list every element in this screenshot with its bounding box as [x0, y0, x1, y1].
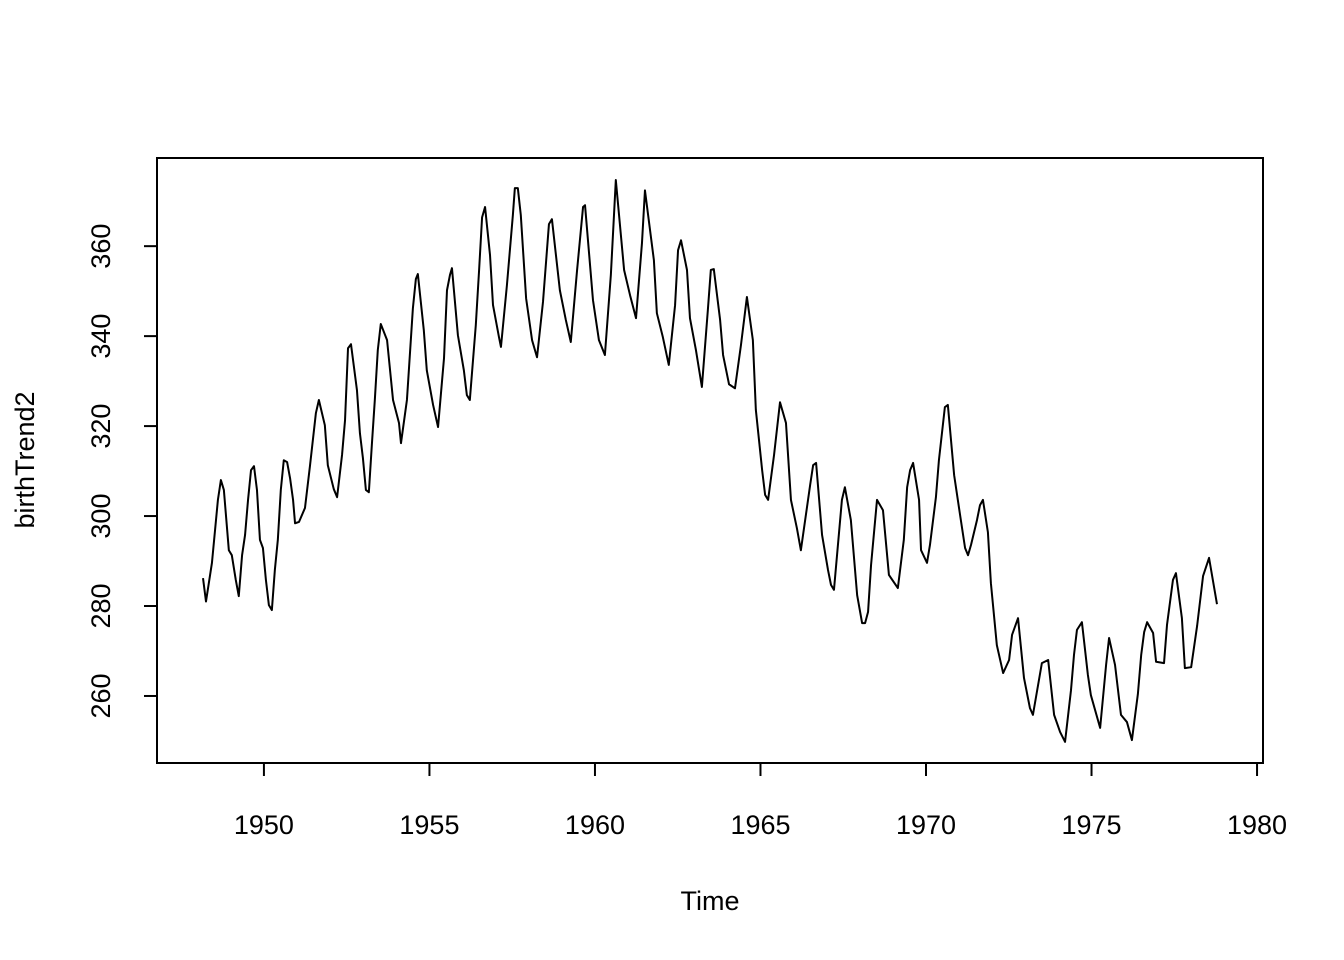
- x-axis-label: Time: [681, 886, 740, 916]
- x-tick-label: 1975: [1061, 810, 1121, 840]
- x-tick-label: 1970: [896, 810, 956, 840]
- y-tick-label: 360: [86, 224, 116, 269]
- x-tick-label: 1980: [1227, 810, 1287, 840]
- y-axis-label: birthTrend2: [10, 391, 40, 528]
- series-line: [202, 179, 1218, 743]
- y-tick-label: 320: [86, 404, 116, 449]
- y-tick-label: 340: [86, 314, 116, 359]
- x-tick-label: 1950: [234, 810, 294, 840]
- x-tick-label: 1955: [399, 810, 459, 840]
- y-tick-label: 280: [86, 583, 116, 628]
- plot-frame: [156, 157, 1264, 764]
- x-tick-label: 1965: [730, 810, 790, 840]
- x-tick-label: 1960: [565, 810, 625, 840]
- y-tick-label: 300: [86, 494, 116, 539]
- y-tick-label: 260: [86, 673, 116, 718]
